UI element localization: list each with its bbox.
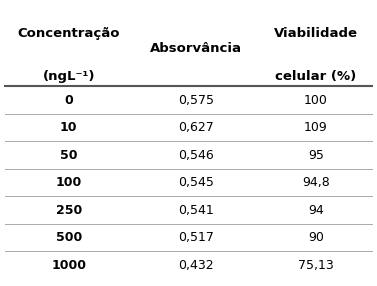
Text: 0,517: 0,517: [178, 231, 214, 244]
Text: 109: 109: [304, 121, 328, 134]
Text: 0,546: 0,546: [178, 149, 214, 162]
Text: 0,541: 0,541: [178, 204, 214, 217]
Text: (ngL⁻¹): (ngL⁻¹): [43, 70, 95, 83]
Text: 10: 10: [60, 121, 78, 134]
Text: 75,13: 75,13: [298, 259, 334, 272]
Text: 0,627: 0,627: [178, 121, 214, 134]
Text: 0,545: 0,545: [178, 176, 214, 189]
Text: 94,8: 94,8: [302, 176, 329, 189]
Text: 0,575: 0,575: [178, 94, 214, 107]
Text: 100: 100: [304, 94, 328, 107]
Text: Absorvância: Absorvância: [150, 42, 242, 55]
Text: celular (%): celular (%): [275, 70, 356, 83]
Text: 0,432: 0,432: [178, 259, 214, 272]
Text: 500: 500: [56, 231, 82, 244]
Text: 94: 94: [308, 204, 323, 217]
Text: 0: 0: [64, 94, 73, 107]
Text: 250: 250: [56, 204, 82, 217]
Text: 50: 50: [60, 149, 78, 162]
Text: Concentração: Concentração: [17, 27, 120, 40]
Text: 95: 95: [308, 149, 324, 162]
Text: 1000: 1000: [51, 259, 86, 272]
Text: Viabilidade: Viabilidade: [274, 27, 358, 40]
Text: 100: 100: [56, 176, 82, 189]
Text: 90: 90: [308, 231, 324, 244]
